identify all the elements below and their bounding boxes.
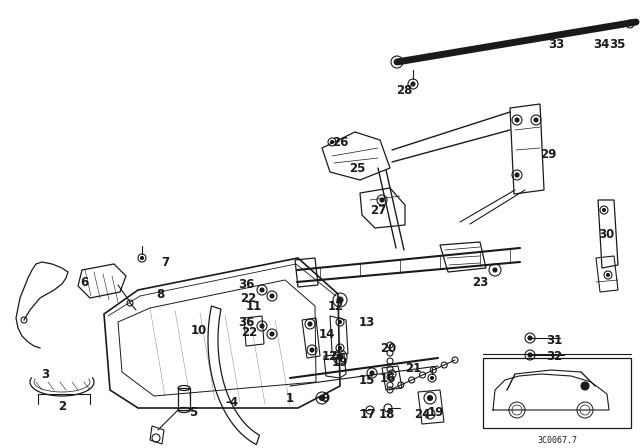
Text: 29: 29 bbox=[540, 148, 556, 161]
Circle shape bbox=[380, 198, 384, 202]
Circle shape bbox=[270, 294, 274, 298]
Text: 9: 9 bbox=[321, 392, 329, 405]
Circle shape bbox=[534, 118, 538, 122]
Circle shape bbox=[308, 322, 312, 326]
Text: 11: 11 bbox=[246, 301, 262, 314]
Circle shape bbox=[528, 353, 532, 357]
Text: 27: 27 bbox=[370, 203, 386, 216]
Circle shape bbox=[260, 324, 264, 328]
Circle shape bbox=[431, 376, 433, 379]
Text: 22: 22 bbox=[241, 327, 257, 340]
Circle shape bbox=[528, 336, 532, 340]
Text: 19: 19 bbox=[428, 405, 444, 418]
Text: 36: 36 bbox=[238, 279, 254, 292]
Circle shape bbox=[310, 348, 314, 352]
Text: 24: 24 bbox=[414, 409, 430, 422]
Text: 36: 36 bbox=[238, 315, 254, 328]
Text: 15: 15 bbox=[359, 374, 375, 387]
Circle shape bbox=[260, 288, 264, 292]
Circle shape bbox=[370, 371, 374, 375]
Text: 10: 10 bbox=[191, 324, 207, 337]
Circle shape bbox=[493, 268, 497, 272]
Text: 8: 8 bbox=[156, 288, 164, 301]
Text: 20: 20 bbox=[380, 341, 396, 354]
Text: 19: 19 bbox=[332, 357, 348, 370]
Circle shape bbox=[515, 173, 519, 177]
Circle shape bbox=[337, 297, 343, 303]
Circle shape bbox=[339, 320, 342, 323]
Text: 12: 12 bbox=[328, 301, 344, 314]
Text: 5: 5 bbox=[189, 405, 197, 418]
Circle shape bbox=[607, 273, 609, 276]
Bar bbox=[483, 358, 631, 428]
Circle shape bbox=[270, 332, 274, 336]
Text: 22: 22 bbox=[240, 292, 256, 305]
Circle shape bbox=[141, 257, 143, 259]
Text: 35: 35 bbox=[609, 38, 625, 51]
Text: -4: -4 bbox=[225, 396, 239, 409]
Circle shape bbox=[515, 118, 519, 122]
Circle shape bbox=[602, 208, 605, 211]
Text: 6: 6 bbox=[80, 276, 88, 289]
Text: 12: 12 bbox=[322, 349, 338, 362]
Bar bbox=[178, 388, 190, 410]
Circle shape bbox=[581, 382, 589, 390]
Text: 26: 26 bbox=[332, 137, 348, 150]
Text: 13: 13 bbox=[359, 315, 375, 328]
Circle shape bbox=[428, 396, 433, 401]
Text: 32: 32 bbox=[546, 350, 562, 363]
Circle shape bbox=[411, 82, 415, 86]
Text: 28: 28 bbox=[396, 83, 412, 96]
Text: 3C0067.7: 3C0067.7 bbox=[537, 436, 577, 445]
Circle shape bbox=[319, 396, 324, 401]
Circle shape bbox=[337, 354, 343, 360]
Text: 34: 34 bbox=[593, 38, 609, 51]
Circle shape bbox=[339, 346, 342, 349]
Text: 33: 33 bbox=[548, 38, 564, 51]
Text: 14: 14 bbox=[319, 328, 335, 341]
Text: 25: 25 bbox=[349, 161, 365, 175]
Text: 2: 2 bbox=[58, 401, 66, 414]
Circle shape bbox=[330, 141, 333, 143]
Text: 17: 17 bbox=[360, 409, 376, 422]
Text: 7: 7 bbox=[161, 255, 169, 268]
Text: 31: 31 bbox=[546, 333, 562, 346]
Text: 16: 16 bbox=[380, 371, 396, 384]
Text: 21: 21 bbox=[405, 362, 421, 375]
Text: 3: 3 bbox=[41, 367, 49, 380]
Text: 1: 1 bbox=[286, 392, 294, 405]
Text: 18: 18 bbox=[379, 409, 395, 422]
Text: 23: 23 bbox=[472, 276, 488, 289]
Text: 30: 30 bbox=[598, 228, 614, 241]
